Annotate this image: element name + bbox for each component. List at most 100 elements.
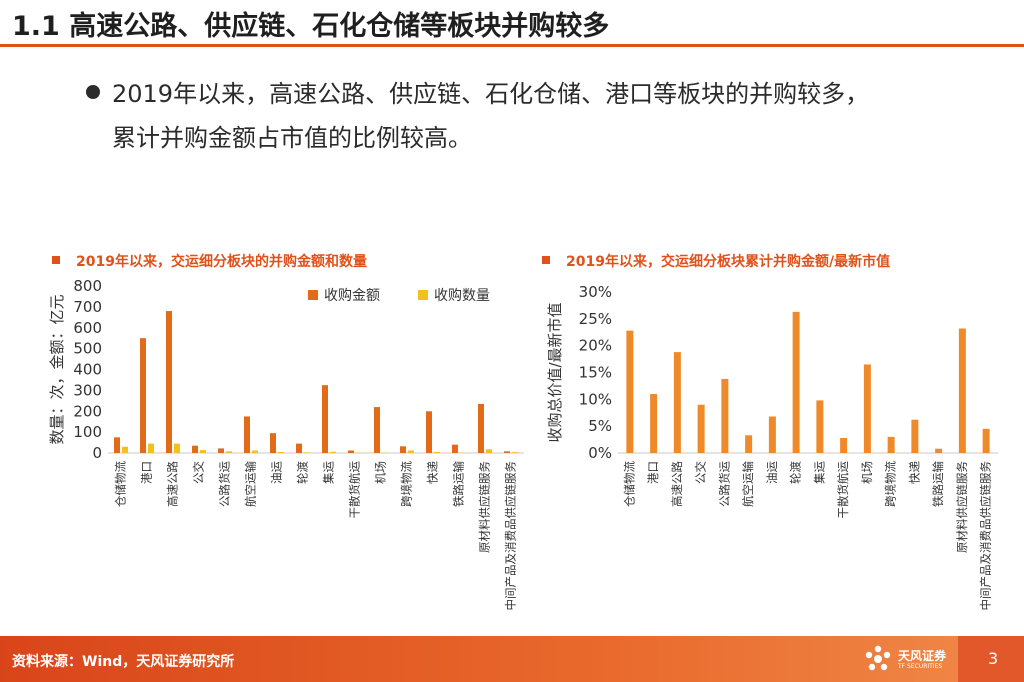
footer-bar: 资料来源：Wind，天风证券研究所 天风证券 TF SECURITIES 3 [0, 636, 1024, 682]
chart1-bar-count [408, 450, 414, 453]
chart1-y-axis-label: 数量：次，金额：亿元 [48, 294, 66, 444]
chart2-x-tick-label: 油运 [765, 461, 779, 484]
chart1-bar-amount [426, 411, 432, 453]
chart2-bar-ratio [958, 328, 966, 453]
chart2-x-tick-label: 跨境物流 [884, 461, 898, 507]
chart2-y-tick-label: 15% [579, 364, 612, 382]
chart1-y-tick-label: 800 [73, 277, 102, 295]
chart1-bar-count [512, 452, 518, 453]
chart1-y-tick-label: 400 [73, 361, 102, 379]
chart2-x-tick-label: 公路货运 [717, 461, 731, 507]
chart1-x-tick-label: 干散货航运 [348, 461, 362, 519]
chart2-y-tick-label: 10% [579, 390, 612, 408]
chart2-bar-ratio [887, 436, 895, 453]
chart2-bar-ratio [745, 435, 753, 453]
chart1-bar-count [278, 451, 284, 453]
chart2-x-tick-label: 干散货航运 [836, 461, 850, 519]
chart1-x-tick-label: 原材料供应链服务 [478, 461, 492, 553]
chart2-bar-ratio [840, 437, 848, 453]
chart1-y-tick-label: 300 [73, 381, 102, 399]
chart2-bar-ratio [982, 428, 990, 453]
chart2-bar-ratio [721, 378, 729, 453]
chart1-bar-count [304, 452, 310, 453]
page-title: 1.1 高速公路、供应链、石化仓储等板块并购较多 [12, 11, 610, 42]
chart1-bar-amount [296, 443, 302, 453]
chart2-x-tick-label: 港口 [646, 461, 660, 484]
chart1-x-tick-label: 轮渡 [296, 461, 310, 484]
chart1-bar-amount [478, 403, 484, 453]
chart1-bar-count [226, 451, 232, 453]
chart2-title: 2019年以来，交运细分板块累计并购金额/最新市值 [566, 254, 891, 270]
chart1-x-tick-label: 航空运输 [244, 461, 258, 507]
chart1-bar-amount [504, 451, 510, 453]
chart2-y-tick-label: 30% [579, 283, 612, 301]
chart2-bar-ratio [697, 404, 705, 453]
chart2-x-tick-label: 高速公路 [670, 461, 684, 507]
chart1-x-tick-label: 公路货运 [218, 461, 232, 507]
chart2-x-tick-label: 中间产品及消费品供应链服务 [979, 461, 993, 611]
chart1-bar-count [122, 446, 128, 453]
bullet-line-1: 2019年以来，高速公路、供应链、石化仓储、港口等板块的并购较多， [112, 80, 870, 108]
tianfeng-logo-icon [865, 645, 891, 671]
chart1-bar-amount [218, 448, 224, 453]
chart1-y-tick-label: 600 [73, 319, 102, 337]
bullet-line-2: 累计并购金额占市值的比例较高。 [112, 124, 472, 152]
chart2-bar-ratio [650, 393, 658, 453]
square-bullet-icon [52, 256, 60, 264]
chart1-x-tick-label: 铁路运输 [452, 461, 466, 507]
chart1-x-tick-label: 集运 [322, 461, 336, 484]
chart1-x-tick-label: 油运 [270, 461, 284, 484]
footer-source: 资料来源：Wind，天风证券研究所 [12, 654, 235, 670]
chart1-x-tick-label: 高速公路 [166, 461, 180, 507]
chart1-y-tick-label: 700 [73, 298, 102, 316]
chart2-x-tick-label: 公交 [694, 461, 708, 484]
chart1-x-tick-label: 仓储物流 [114, 461, 128, 507]
chart1-y-tick-label: 500 [73, 340, 102, 358]
chart1-bar-amount [140, 338, 146, 453]
bullet-text: 2019年以来，高速公路、供应链、石化仓储、港口等板块的并购较多， 累计并购金额… [112, 72, 972, 160]
chart2-bar-ratio [626, 330, 634, 453]
chart1-bar-count [148, 443, 154, 453]
chart1-bar-amount [452, 444, 458, 453]
chart1-bar-amount [400, 446, 406, 453]
chart1-bar-amount [374, 407, 380, 453]
chart2-bar-ratio [935, 448, 943, 453]
chart1-legend-swatch [308, 290, 318, 300]
chart1-x-tick-label: 机场 [374, 461, 388, 484]
chart2-bar-ratio [863, 364, 871, 453]
chart1-x-tick-label: 跨境物流 [400, 461, 414, 507]
chart1-bar-count [486, 449, 492, 453]
page-number-box [958, 636, 1024, 682]
chart1-header: 2019年以来，交运细分板块的并购金额和数量 [52, 251, 367, 271]
chart1-bar-amount [348, 450, 354, 453]
chart2-bar-ratio [768, 416, 776, 453]
chart2-svg: 收购总价值/最新市值0%5%10%15%20%25%30%仓储物流 港口 高速公路公… [546, 283, 998, 611]
chart2-y-tick-label: 20% [579, 337, 612, 355]
square-bullet-icon [542, 256, 550, 264]
chart1-bar-amount [166, 311, 172, 453]
chart2-x-tick-label: 仓储物流 [622, 461, 636, 507]
chart1-y-tick-label: 200 [73, 402, 102, 420]
bullet-dot-icon [86, 85, 100, 99]
chart1-legend-label: 收购金额 [324, 288, 380, 304]
chart2-y-tick-label: 25% [579, 310, 612, 328]
chart2-x-tick-label: 机场 [860, 461, 874, 484]
chart1-bar-amount [244, 416, 250, 453]
logo-name: 天风证券 [898, 649, 947, 663]
chart2-x-tick-label: 集运 [812, 461, 826, 484]
chart2-header: 2019年以来，交运细分板块累计并购金额/最新市值 [542, 251, 890, 271]
chart1-bar-count [252, 450, 258, 453]
chart2-x-tick-label: 轮渡 [789, 461, 803, 484]
chart1-legend-swatch [418, 290, 428, 300]
chart1-x-tick-label: 公交 [192, 461, 206, 484]
chart1-svg: 数量：次，金额：亿元 0 100 200 300 400 500 600 700 800 仓储物流港… [48, 277, 524, 611]
logo-subtext: TF SECURITIES [898, 663, 943, 670]
title-divider [0, 44, 1024, 47]
chart2-bar-ratio [792, 311, 800, 453]
chart1-title: 2019年以来，交运细分板块的并购金额和数量 [76, 254, 367, 270]
chart2-bar-ratio [816, 400, 824, 453]
chart1-x-tick-label: 港口 [140, 461, 154, 484]
chart2-x-tick-label: 航空运输 [741, 461, 755, 507]
chart1-bar-count [434, 451, 440, 453]
chart2-y-axis-label: 收购总价值/最新市值 [546, 302, 564, 442]
